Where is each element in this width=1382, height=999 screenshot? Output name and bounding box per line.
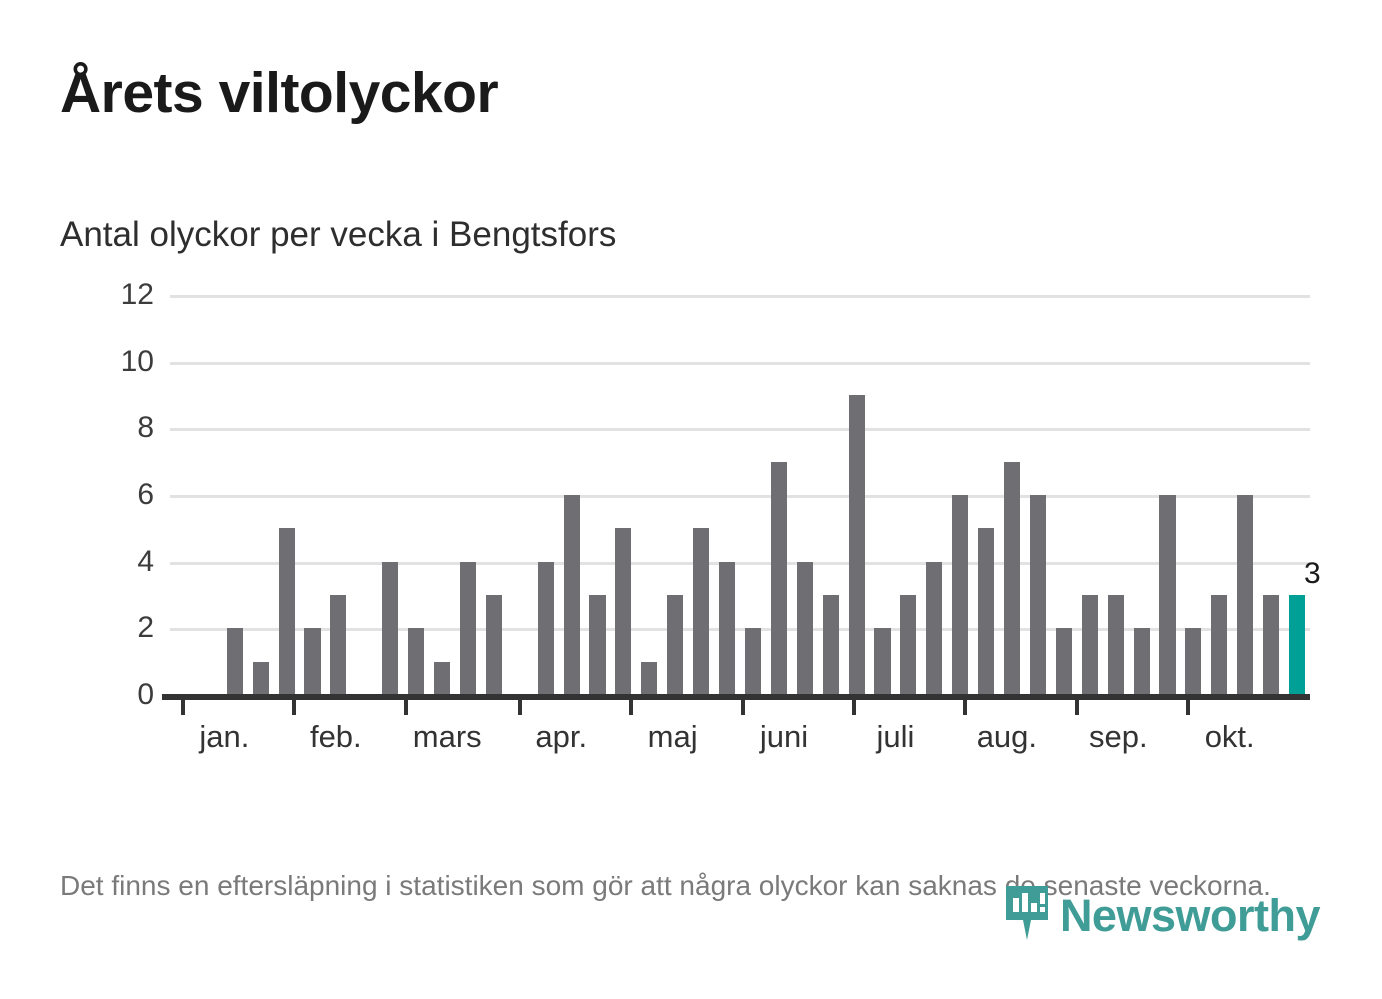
bar[interactable] — [382, 561, 399, 695]
bar[interactable] — [1081, 595, 1098, 695]
bar[interactable] — [900, 595, 917, 695]
bar[interactable] — [1211, 595, 1228, 695]
y-axis-tick-label: 6 — [137, 478, 154, 511]
bar[interactable] — [667, 595, 684, 695]
bar[interactable] — [330, 595, 347, 695]
bar[interactable] — [693, 528, 710, 695]
bar[interactable] — [1107, 595, 1124, 695]
bar[interactable] — [459, 561, 476, 695]
x-axis-tick-label: juli — [876, 719, 915, 754]
bar[interactable] — [1133, 628, 1150, 695]
y-axis: 0 2 4 6 8 10 12 — [60, 278, 168, 711]
x-axis-tick-label: okt. — [1204, 719, 1255, 754]
bar[interactable] — [252, 661, 269, 695]
x-axis-tick-label: sep. — [1088, 719, 1148, 754]
bar[interactable] — [952, 495, 969, 695]
x-axis-tick-mark — [963, 697, 968, 715]
x-axis-tick-mark — [629, 697, 634, 715]
x-axis-tick-label: juni — [759, 719, 809, 754]
bar[interactable] — [641, 661, 658, 695]
bar[interactable] — [1185, 628, 1202, 695]
newsworthy-shield-bars-icon — [1004, 884, 1050, 947]
y-axis-tick-label: 2 — [137, 611, 154, 645]
bar[interactable] — [926, 561, 943, 695]
chart-subtitle: Antal olyckor per vecka i Bengtsfors — [60, 215, 617, 254]
bar[interactable] — [796, 561, 813, 695]
y-axis-tick-label: 10 — [120, 344, 154, 378]
gridline — [170, 495, 1310, 498]
bar[interactable] — [1029, 495, 1046, 695]
bar-chart: 0 2 4 6 8 10 12 3 jan. feb. mars apr. maj juni juli a… — [60, 278, 1321, 775]
bar[interactable] — [978, 528, 995, 695]
x-axis-tick-label: apr. — [535, 719, 588, 754]
bar[interactable] — [434, 661, 451, 695]
bar[interactable] — [822, 595, 839, 695]
x-axis-tick-label: jan. — [199, 719, 250, 754]
x-axis-tick-mark — [517, 697, 522, 715]
bar[interactable] — [278, 528, 295, 695]
axis-baseline — [162, 694, 1310, 700]
gridline — [170, 361, 1310, 365]
bar[interactable] — [770, 461, 787, 695]
x-axis-tick-label: mars — [412, 719, 482, 754]
x-axis-tick-label: feb. — [309, 719, 362, 754]
x-axis-tick-mark — [852, 697, 856, 715]
bar-value-label: 3 — [1303, 557, 1321, 590]
bar[interactable] — [226, 628, 243, 695]
x-axis-tick-mark — [403, 697, 408, 715]
x-axis: jan. feb. mars apr. maj juni juli aug. sep. okt. — [170, 695, 1310, 775]
gridline — [170, 428, 1310, 432]
y-axis-tick-label: 12 — [120, 278, 154, 311]
gridline — [170, 295, 1310, 298]
bar[interactable] — [615, 528, 632, 695]
x-axis-tick-mark — [1074, 697, 1079, 715]
bar-series: 3 — [170, 295, 1321, 695]
y-axis-tick-label: 8 — [137, 411, 154, 445]
logo-wordmark: Newsworthy — [1059, 890, 1321, 941]
y-axis-tick-label: 4 — [137, 544, 154, 578]
x-axis-tick-mark — [740, 697, 745, 715]
bar[interactable] — [1004, 461, 1021, 695]
bar[interactable] — [848, 395, 865, 695]
plot-area: 3 — [162, 295, 1321, 700]
bar[interactable] — [537, 561, 554, 695]
bar[interactable] — [563, 495, 580, 695]
y-axis-tick-label: 0 — [137, 678, 154, 711]
bar[interactable] — [1159, 495, 1176, 695]
x-axis-tick-mark — [1186, 697, 1191, 715]
bar[interactable] — [744, 628, 761, 695]
bar[interactable] — [719, 561, 736, 695]
page-title: Årets viltolyckor — [60, 61, 499, 125]
x-axis-tick-mark — [180, 697, 185, 715]
footnote: Det finns en eftersläpning i statistiken… — [60, 870, 1271, 901]
gridline — [170, 628, 1310, 632]
x-axis-tick-label: maj — [647, 719, 698, 754]
bar[interactable] — [1055, 628, 1072, 695]
bar[interactable] — [874, 628, 891, 695]
bar[interactable] — [408, 628, 425, 695]
bar[interactable] — [485, 595, 502, 695]
x-axis-tick-mark — [292, 697, 297, 715]
newsworthy-logo: Newsworthy — [1004, 884, 1321, 947]
gridline — [170, 561, 1310, 565]
bar[interactable] — [589, 595, 606, 695]
bar[interactable] — [1237, 495, 1254, 695]
x-axis-tick-label: aug. — [976, 719, 1038, 754]
bar[interactable] — [1263, 595, 1280, 695]
bar[interactable] — [1289, 595, 1306, 695]
bar[interactable] — [304, 628, 321, 695]
